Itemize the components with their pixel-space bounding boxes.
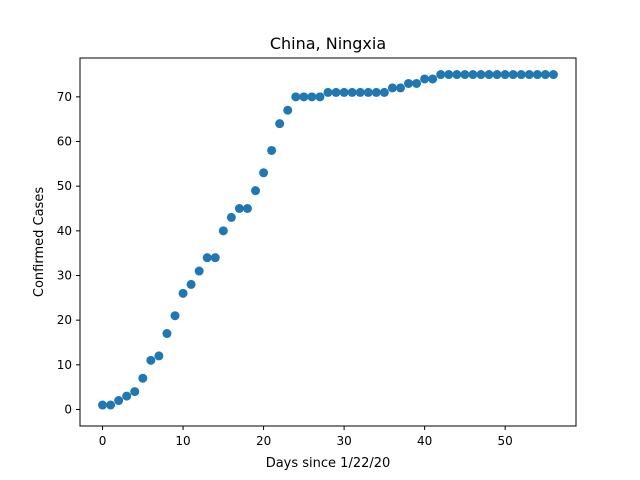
data-point: [420, 74, 430, 84]
data-point: [548, 70, 558, 80]
x-tick-label: 0: [99, 434, 107, 448]
data-point: [323, 87, 333, 97]
data-point: [524, 70, 534, 80]
y-axis-label: Confirmed Cases: [32, 187, 47, 297]
data-point: [162, 329, 172, 339]
data-point: [355, 87, 365, 97]
data-point: [210, 253, 220, 263]
data-point: [186, 279, 196, 289]
data-point: [218, 226, 228, 236]
x-tick-label: 50: [498, 434, 513, 448]
data-point: [202, 253, 212, 263]
data-point: [106, 400, 116, 410]
data-points: [98, 70, 558, 410]
data-point: [267, 145, 277, 155]
data-point: [234, 204, 244, 214]
data-point: [315, 92, 325, 102]
y-tick-label: 60: [57, 135, 72, 149]
data-point: [404, 78, 414, 88]
y-tick-label: 20: [57, 313, 72, 327]
data-point: [98, 400, 108, 410]
x-tick-label: 30: [336, 434, 351, 448]
data-point: [532, 70, 542, 80]
data-point: [508, 70, 518, 80]
data-point: [371, 87, 381, 97]
data-point: [484, 70, 494, 80]
data-point: [395, 83, 405, 93]
data-point: [444, 70, 454, 80]
data-point: [283, 105, 293, 115]
data-point: [476, 70, 486, 80]
data-point: [242, 204, 252, 214]
y-tick-label: 10: [57, 358, 72, 372]
x-tick-label: 10: [175, 434, 190, 448]
data-point: [460, 70, 470, 80]
data-point: [259, 168, 269, 178]
data-point: [154, 351, 164, 361]
data-point: [307, 92, 317, 102]
x-tick-label: 40: [417, 434, 432, 448]
y-tick-label: 50: [57, 179, 72, 193]
data-point: [331, 87, 341, 97]
axis-ticks: 0 10 20 30 40 50 0 10 20 30 40 50 60 70: [57, 90, 513, 448]
data-point: [299, 92, 309, 102]
data-point: [226, 212, 236, 222]
data-point: [178, 288, 188, 298]
y-tick-label: 40: [57, 224, 72, 238]
data-point: [540, 70, 550, 80]
data-point: [363, 87, 373, 97]
y-tick-label: 70: [57, 90, 72, 104]
data-point: [122, 391, 132, 401]
y-tick-label: 0: [64, 402, 72, 416]
data-point: [194, 266, 204, 276]
data-point: [492, 70, 502, 80]
data-point: [291, 92, 301, 102]
data-point: [138, 373, 148, 383]
data-point: [516, 70, 526, 80]
data-point: [428, 74, 438, 84]
data-point: [500, 70, 510, 80]
data-point: [339, 87, 349, 97]
data-point: [251, 186, 261, 196]
data-point: [412, 78, 422, 88]
data-point: [146, 355, 156, 365]
plot-frame: [79, 57, 577, 427]
data-point: [379, 87, 389, 97]
x-tick-label: 20: [256, 434, 271, 448]
data-point: [130, 387, 140, 397]
x-axis-label: Days since 1/22/20: [266, 456, 391, 471]
data-point: [436, 70, 446, 80]
data-point: [452, 70, 462, 80]
chart-title: China, Ningxia: [270, 34, 386, 53]
data-point: [170, 311, 180, 321]
data-point: [387, 83, 397, 93]
data-point: [347, 87, 357, 97]
data-point: [275, 119, 285, 129]
data-point: [468, 70, 478, 80]
data-point: [114, 396, 124, 406]
y-tick-label: 30: [57, 268, 72, 282]
